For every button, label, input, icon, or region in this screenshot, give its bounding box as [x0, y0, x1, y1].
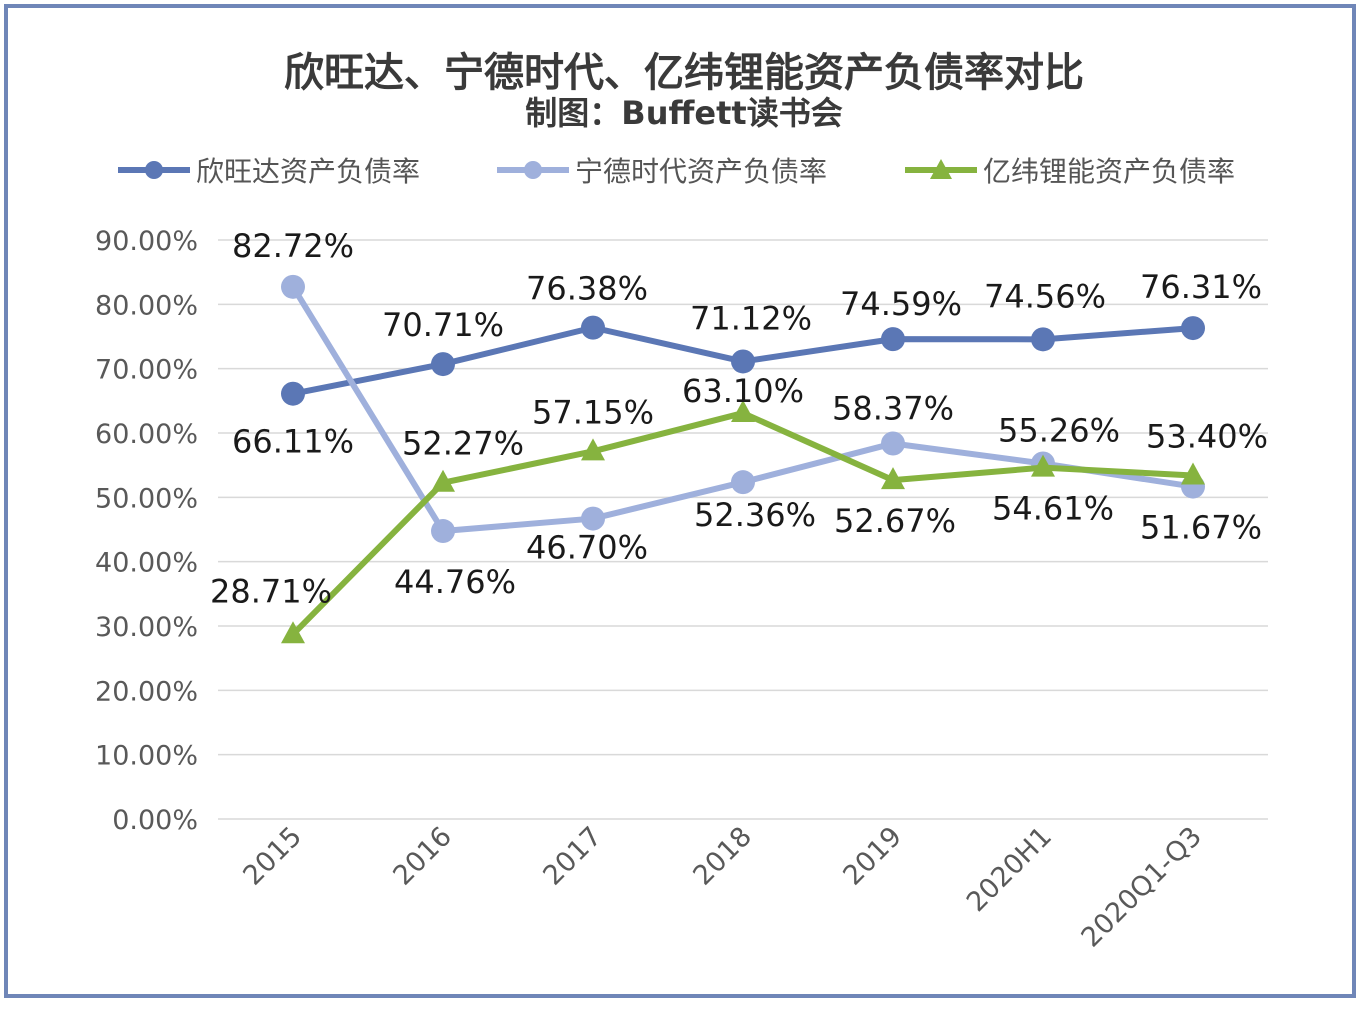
data-point: [881, 327, 905, 352]
data-label: 52.27%: [402, 425, 524, 463]
data-label: 76.31%: [1140, 268, 1262, 306]
y-tick-label: 20.00%: [95, 676, 198, 707]
y-tick-label: 10.00%: [95, 741, 198, 772]
legend-marker-triangle-green: [905, 159, 977, 179]
legend-item-eve: 亿纬锂能资产负债率: [905, 150, 1235, 190]
data-point: [581, 506, 605, 531]
x-tick-label: 2019: [837, 821, 908, 892]
data-point: [1031, 327, 1055, 352]
legend-item-xinwangda: 欣旺达资产负债率: [118, 150, 420, 190]
legend-item-catl: 宁德时代资产负债率: [497, 150, 827, 190]
x-tick-label: 2018: [687, 821, 758, 892]
legend-marker-circle-light: [497, 161, 569, 179]
data-label: 58.37%: [832, 389, 954, 427]
x-tick-label: 2020Q1-Q3: [1075, 821, 1207, 953]
data-label: 46.70%: [526, 529, 648, 567]
y-tick-label: 90.00%: [95, 226, 198, 257]
data-label: 74.56%: [984, 277, 1106, 315]
data-point: [281, 381, 305, 406]
data-point: [1181, 462, 1205, 485]
data-point: [581, 438, 605, 461]
legend-label-catl: 宁德时代资产负债率: [575, 155, 828, 188]
y-tick-label: 30.00%: [95, 612, 198, 643]
legend-marker-circle-dark: [118, 161, 190, 179]
y-tick-label: 0.00%: [112, 805, 198, 836]
data-point: [1031, 454, 1055, 477]
x-tick-label: 2015: [237, 821, 308, 892]
data-label: 82.72%: [232, 227, 354, 265]
data-label: 51.67%: [1140, 509, 1262, 547]
x-tick-label: 2017: [537, 821, 608, 892]
data-label: 71.12%: [690, 299, 812, 337]
data-point: [281, 274, 305, 299]
data-point: [431, 469, 455, 492]
data-label: 74.59%: [840, 285, 962, 323]
y-tick-label: 60.00%: [95, 419, 198, 450]
x-tick-label: 2020H1: [961, 821, 1058, 918]
legend-label-xinwangda: 欣旺达资产负债率: [196, 155, 421, 188]
data-point: [731, 349, 755, 374]
y-tick-label: 80.00%: [95, 290, 198, 321]
data-label: 28.71%: [210, 572, 332, 610]
data-label: 76.38%: [526, 270, 648, 308]
chart-subtitle: 制图：Buffett读书会: [525, 94, 843, 132]
data-point: [881, 431, 905, 456]
data-label: 57.15%: [532, 393, 654, 431]
data-label: 52.36%: [694, 496, 816, 534]
data-label: 66.11%: [232, 423, 354, 461]
data-point: [881, 467, 905, 490]
data-label: 52.67%: [834, 502, 956, 540]
data-label: 54.61%: [992, 490, 1114, 528]
data-label: 44.76%: [394, 563, 516, 601]
data-label: 55.26%: [998, 411, 1120, 449]
x-tick-label: 2016: [387, 821, 458, 892]
data-point: [731, 470, 755, 495]
chart-title: 欣旺达、宁德时代、亿纬锂能资产负债率对比: [284, 50, 1084, 96]
data-label: 53.40%: [1146, 417, 1268, 455]
data-point: [281, 621, 305, 644]
chart-frame: [4, 4, 1356, 998]
y-tick-label: 40.00%: [95, 548, 198, 579]
data-label: 63.10%: [682, 372, 804, 410]
data-point: [1181, 316, 1205, 341]
y-tick-label: 50.00%: [95, 483, 198, 514]
data-point: [431, 519, 455, 544]
data-point: [731, 400, 755, 423]
y-tick-label: 70.00%: [95, 355, 198, 386]
data-point: [581, 315, 605, 340]
legend-label-eve: 亿纬锂能资产负债率: [983, 155, 1236, 188]
data-point: [431, 352, 455, 377]
data-label: 70.71%: [382, 306, 504, 344]
